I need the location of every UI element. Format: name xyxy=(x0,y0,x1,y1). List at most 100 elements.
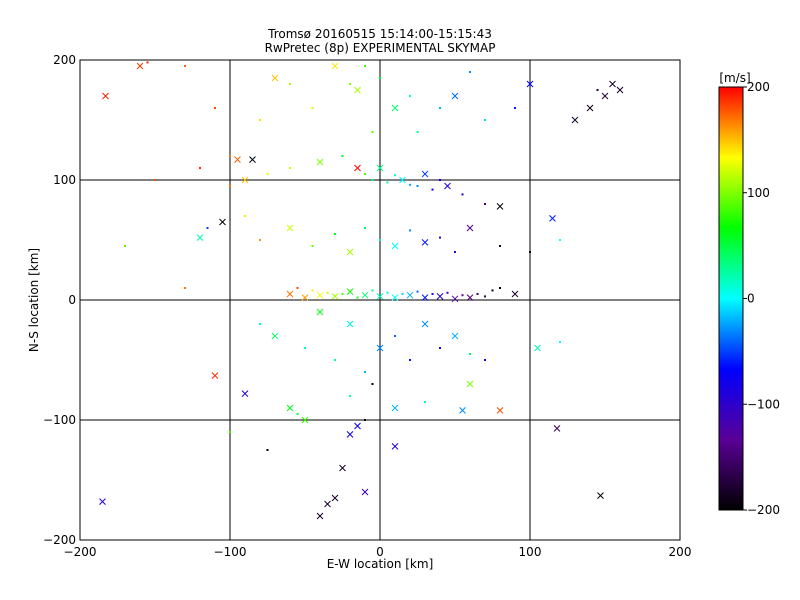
data-point-dot xyxy=(296,287,299,289)
data-point-dot xyxy=(596,89,599,91)
data-point-cross xyxy=(376,293,384,300)
data-point-cross xyxy=(301,416,309,424)
data-point-cross xyxy=(451,92,459,100)
data-point-cross xyxy=(331,494,339,502)
data-point-dot xyxy=(371,289,374,292)
chart-title-line1: Tromsø 20160515 15:14:00-15:15:43 xyxy=(267,27,492,41)
data-point-dot xyxy=(326,291,329,294)
data-point-dot xyxy=(341,155,344,157)
data-point-dot xyxy=(499,287,501,289)
data-point-dot xyxy=(349,83,351,85)
data-point-cross xyxy=(436,293,444,300)
data-point-dot xyxy=(416,290,419,293)
data-point-cross xyxy=(136,62,144,70)
data-point-cross xyxy=(339,464,346,472)
data-point-dot xyxy=(184,287,186,289)
data-point-cross xyxy=(234,156,241,163)
data-point-cross xyxy=(609,80,616,88)
data-point-cross xyxy=(346,431,354,438)
data-point-cross xyxy=(196,234,204,241)
data-point-dot xyxy=(364,65,366,67)
data-point-cross xyxy=(102,92,109,100)
data-point-dot xyxy=(296,413,299,415)
data-point-cross xyxy=(346,288,354,295)
data-point-cross xyxy=(526,80,534,88)
data-point-cross xyxy=(219,218,226,226)
data-point-cross xyxy=(466,294,474,301)
data-point-dot xyxy=(259,323,261,325)
x-tick-label: −200 xyxy=(64,545,97,559)
data-point-cross xyxy=(466,380,474,388)
data-point-dot xyxy=(146,61,149,64)
data-point-dot xyxy=(289,167,291,169)
data-point-dot xyxy=(379,239,381,241)
data-points xyxy=(99,61,624,520)
data-point-dot xyxy=(476,293,479,295)
data-point-cross xyxy=(391,104,399,112)
data-point-dot xyxy=(559,341,561,343)
data-point-cross xyxy=(391,294,399,301)
chart-title-line2: RwPretec (8p) EXPERIMENTAL SKYMAP xyxy=(265,41,496,55)
data-point-dot xyxy=(431,188,434,191)
data-point-dot xyxy=(491,289,494,292)
data-point-cross xyxy=(459,407,466,414)
data-point-cross xyxy=(586,104,594,112)
data-point-dot xyxy=(559,239,561,241)
data-point-dot xyxy=(364,227,366,229)
data-point-dot xyxy=(514,107,516,109)
data-point-dot xyxy=(304,347,306,349)
data-point-dot xyxy=(439,107,441,109)
data-point-cross xyxy=(354,164,361,172)
data-point-cross xyxy=(286,224,294,232)
data-point-cross xyxy=(241,390,249,397)
data-point-cross xyxy=(316,158,324,166)
y-tick-label: −100 xyxy=(43,413,76,427)
data-point-dot xyxy=(289,83,291,85)
data-point-cross xyxy=(421,170,429,178)
data-point-cross xyxy=(271,74,279,82)
data-point-cross xyxy=(534,344,541,352)
data-point-cross xyxy=(616,86,624,94)
data-point-dot xyxy=(356,296,359,299)
y-tick-label: 100 xyxy=(53,173,76,187)
data-point-dot xyxy=(401,293,404,295)
data-point-cross xyxy=(496,203,504,210)
colorbar-gradient xyxy=(718,86,744,511)
data-point-dot xyxy=(469,353,471,355)
data-point-dot xyxy=(446,291,449,294)
data-point-dot xyxy=(431,293,434,295)
data-point-cross xyxy=(346,248,354,256)
y-axis-label: N-S location [km] xyxy=(27,248,41,352)
data-point-cross xyxy=(316,308,324,316)
data-point-dot xyxy=(386,291,389,294)
x-axis-ticks: −200 −100 0 100 200 xyxy=(64,545,692,559)
x-tick-label: 0 xyxy=(376,545,384,559)
data-point-cross xyxy=(354,422,361,430)
colorbar-ticks: 200 100 0 −100 −200 xyxy=(743,80,780,517)
data-point-cross xyxy=(391,242,399,250)
data-point-cross xyxy=(391,404,399,412)
data-point-dot xyxy=(469,71,471,73)
data-point-dot xyxy=(199,167,201,169)
data-point-dot xyxy=(364,173,366,175)
data-point-cross xyxy=(354,86,361,94)
data-point-dot xyxy=(214,107,216,109)
plot-area xyxy=(79,59,681,541)
data-point-dot xyxy=(484,203,486,205)
data-point-dot xyxy=(529,251,531,253)
data-point-dot xyxy=(499,245,501,247)
y-tick-label: 200 xyxy=(53,53,76,67)
data-point-dot xyxy=(394,335,396,337)
data-point-cross xyxy=(249,156,256,163)
data-point-cross xyxy=(331,293,339,300)
data-point-cross xyxy=(451,332,459,340)
data-point-dot xyxy=(259,119,261,121)
data-point-dot xyxy=(311,289,314,292)
grid-lines xyxy=(80,60,680,540)
data-point-cross xyxy=(316,291,324,299)
colorbar: [m/s] 200 100 0 −100 −200 xyxy=(718,71,780,517)
data-point-dot xyxy=(229,431,231,433)
data-point-dot xyxy=(409,359,411,361)
x-tick-label: 100 xyxy=(519,545,542,559)
data-point-dot xyxy=(409,95,411,97)
